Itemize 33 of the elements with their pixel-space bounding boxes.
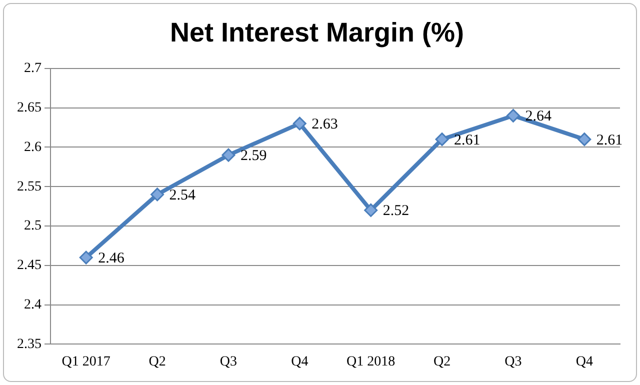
- data-label: 2.61: [596, 132, 623, 148]
- data-label: 2.46: [98, 250, 125, 266]
- y-tick-label: 2.7: [24, 61, 42, 76]
- point: [435, 132, 449, 146]
- y-tick-label: 2.4: [24, 297, 42, 312]
- y-tick-label: 2.55: [17, 179, 42, 194]
- point: [79, 250, 93, 264]
- x-tick-label: Q4: [576, 354, 593, 370]
- x-tick-label: Q3: [504, 354, 522, 370]
- data-label: 2.63: [312, 116, 338, 132]
- data-label: 2.52: [382, 203, 410, 220]
- x-tick-label: Q3: [220, 354, 238, 370]
- y-tick-label: 2.5: [24, 218, 42, 234]
- point: [578, 132, 592, 146]
- data-label: 2.54: [169, 187, 196, 204]
- data-label: 2.64: [525, 108, 552, 125]
- point: [222, 148, 236, 162]
- point: [150, 188, 164, 202]
- point: [292, 116, 306, 130]
- chart-title: Net Interest Margin (%): [170, 18, 464, 48]
- x-tick-label: Q4: [291, 354, 308, 370]
- data-label: 2.61: [454, 132, 480, 148]
- y-tick-label: 2.45: [17, 258, 42, 274]
- point: [364, 203, 378, 217]
- point: [506, 108, 520, 122]
- x-tick-label: Q1 2018: [346, 354, 396, 370]
- data-label: 2.59: [240, 148, 267, 164]
- x-tick-label: Q2: [433, 354, 451, 370]
- y-tick-label: 2.35: [17, 336, 42, 352]
- x-tick-label: Q2: [148, 354, 166, 370]
- y-tick-label: 2.6: [24, 140, 42, 155]
- y-tick-label: 2.65: [17, 100, 42, 116]
- x-tick-label: Q1 2017: [62, 354, 110, 370]
